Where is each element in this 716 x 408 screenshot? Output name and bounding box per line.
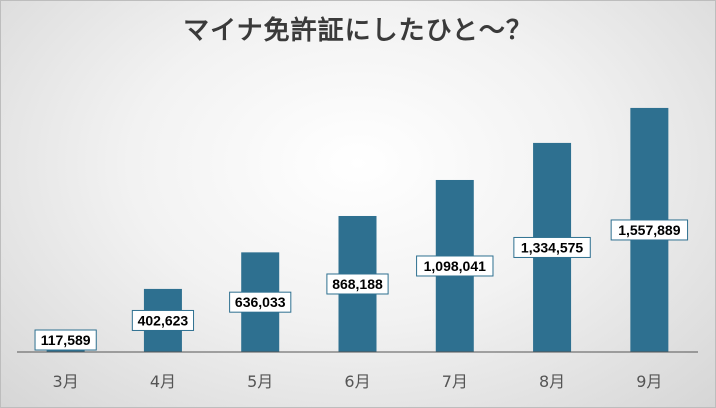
data-label-text: 636,033 (235, 294, 286, 310)
data-label-text: 868,188 (332, 276, 383, 292)
data-label-6: 1,334,575 (513, 236, 591, 258)
x-tick-label-1: 3月 (53, 372, 79, 391)
x-tick-label-3: 5月 (247, 372, 273, 391)
data-label-box (229, 291, 292, 313)
x-tick-label-6: 8月 (539, 372, 565, 391)
data-label-box (34, 329, 97, 351)
data-label-3: 636,033 (229, 291, 292, 313)
data-label-box (610, 219, 689, 241)
data-label-2: 402,623 (131, 309, 195, 331)
x-tick-label-7: 9月 (636, 372, 662, 391)
data-label-box (326, 273, 389, 295)
chart-title: マイナ免許証にしたひと〜？ (183, 16, 533, 46)
x-tick-label-2: 4月 (150, 372, 176, 391)
data-label-1: 117,589 (34, 329, 97, 351)
data-label-box (131, 309, 195, 331)
data-label-5: 1,098,041 (416, 255, 494, 277)
data-label-text: 402,623 (138, 312, 189, 328)
data-label-4: 868,188 (326, 273, 389, 295)
data-label-text: 1,557,889 (618, 222, 680, 238)
x-tick-label-4: 6月 (344, 372, 370, 391)
x-tick-label-5: 7月 (442, 372, 468, 391)
data-label-text: 117,589 (41, 332, 91, 348)
data-label-7: 1,557,889 (610, 219, 689, 241)
data-label-box (416, 255, 494, 277)
data-label-box (513, 236, 591, 258)
data-label-text: 1,098,041 (424, 258, 486, 274)
x-tick-labels-group: 3月 4月 5月 6月 7月 8月 9月 (53, 372, 663, 391)
data-labels-group: 117,589 402,623 636,033 868,188 1,098,041 1,3… (34, 219, 689, 351)
data-label-text: 1,334,575 (521, 239, 583, 255)
